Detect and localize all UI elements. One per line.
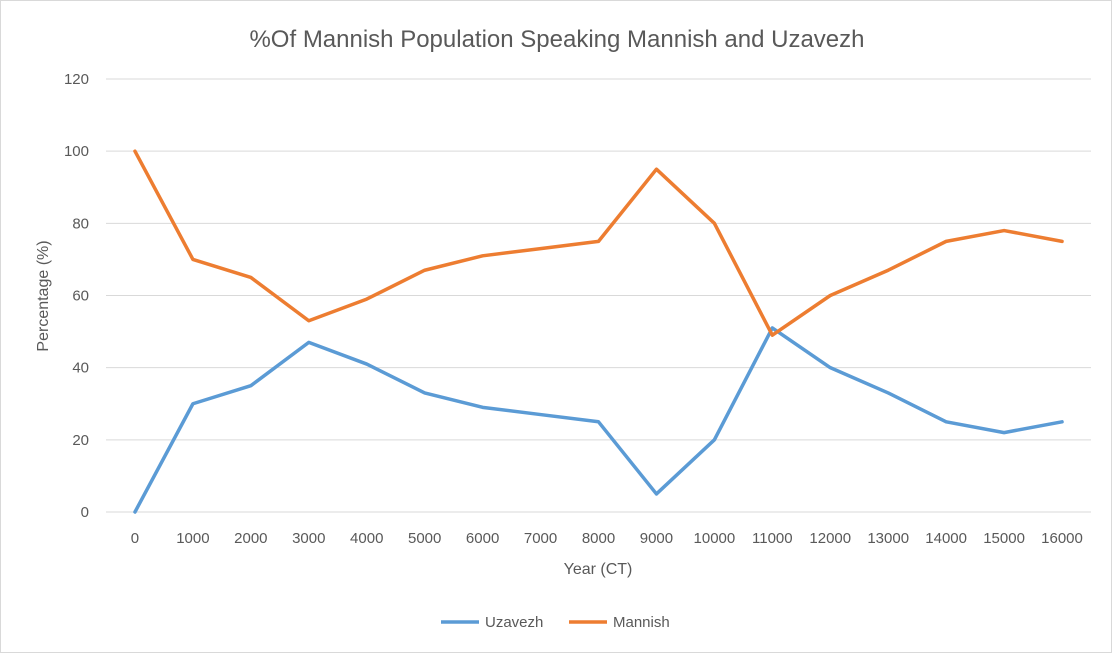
series-lines	[135, 151, 1062, 512]
legend-label: Mannish	[613, 614, 670, 631]
y-tick-label: 40	[72, 360, 89, 377]
y-tick-label: 20	[72, 432, 89, 449]
x-tick-label: 12000	[809, 530, 851, 547]
y-tick-labels: 0 20 40 60 80 100 120	[64, 71, 89, 521]
x-tick-label: 0	[131, 530, 139, 547]
x-tick-label: 3000	[292, 530, 325, 547]
legend-label: Uzavezh	[485, 614, 543, 631]
x-tick-label: 16000	[1041, 530, 1083, 547]
x-tick-label: 8000	[582, 530, 615, 547]
x-tick-label: 7000	[524, 530, 557, 547]
x-tick-label: 13000	[867, 530, 909, 547]
series-line-mannish	[135, 151, 1062, 335]
x-tick-label: 5000	[408, 530, 441, 547]
x-tick-labels: 0 1000 2000 3000 4000 5000 6000 7000 8000 9000 100…	[131, 530, 1083, 547]
x-tick-label: 15000	[983, 530, 1025, 547]
x-tick-label: 1000	[176, 530, 209, 547]
gridlines	[106, 79, 1091, 512]
x-tick-label: 2000	[234, 530, 267, 547]
x-tick-label: 10000	[694, 530, 736, 547]
y-tick-label: 120	[64, 71, 89, 88]
x-tick-label: 11000	[752, 530, 793, 547]
x-tick-label: 6000	[466, 530, 499, 547]
x-tick-label: 14000	[925, 530, 967, 547]
x-axis-label: Year (CT)	[564, 561, 633, 578]
series-line-uzavezh	[135, 328, 1062, 512]
x-tick-label: 9000	[640, 530, 673, 547]
y-tick-label: 0	[81, 504, 89, 521]
y-tick-label: 60	[72, 288, 89, 305]
y-tick-label: 80	[72, 215, 89, 232]
legend: Uzavezh Mannish	[441, 614, 670, 631]
x-tick-label: 4000	[350, 530, 383, 547]
chart-title: %Of Mannish Population Speaking Mannish …	[249, 26, 864, 53]
y-tick-label: 100	[64, 143, 89, 160]
y-axis-label: Percentage (%)	[35, 240, 52, 351]
